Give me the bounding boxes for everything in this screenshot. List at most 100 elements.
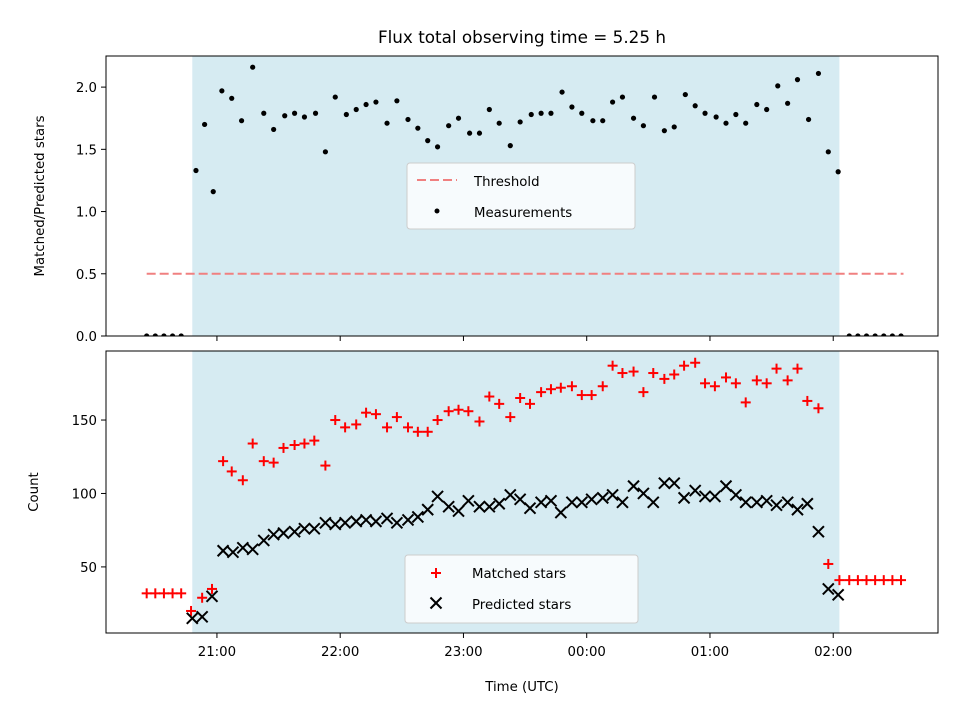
top-legend: Threshold Measurements [406, 162, 636, 230]
matched-star-point [761, 378, 772, 389]
legend-measurements-swatch [434, 208, 440, 214]
measurement-point [238, 118, 245, 124]
matched-star-point [309, 435, 320, 446]
measurement-point [332, 94, 338, 100]
predicted-star-point [298, 522, 311, 535]
measurement-point [467, 130, 473, 136]
matched-star-point [141, 588, 152, 599]
matched-star-point [422, 426, 433, 437]
measurement-point [405, 116, 411, 123]
predicted-star-point [442, 500, 455, 513]
bottom-ytick-label: 100 [72, 487, 97, 502]
measurement-point [815, 70, 822, 77]
predicted-star-point [195, 610, 209, 624]
measurement-point [775, 83, 781, 89]
matched-star-point [536, 387, 547, 398]
measurement-point [363, 101, 369, 108]
measurement-point [538, 110, 544, 116]
matched-star-point [443, 406, 454, 417]
matched-star-point [852, 575, 863, 586]
matched-star-point [709, 381, 720, 392]
predicted-star-point [523, 501, 537, 515]
matched-star-point [720, 372, 731, 383]
matched-star-point [289, 440, 300, 450]
top-legend-box [406, 162, 636, 230]
measurement-point [692, 103, 698, 109]
predicted-star-point [288, 525, 301, 538]
x-tick-label: 01:00 [691, 645, 729, 660]
measurement-point [764, 106, 770, 113]
predicted-star-point [616, 496, 629, 509]
matched-star-point [361, 407, 372, 418]
matched-star-point [555, 382, 566, 393]
top-ytick-label: 0.5 [76, 268, 97, 283]
predicted-star-point [246, 543, 259, 556]
measurement-point [271, 126, 277, 133]
matched-star-point [320, 460, 331, 471]
matched-star-point [679, 360, 690, 371]
x-tick-label: 22:00 [321, 645, 359, 660]
x-axis-label: Time (UTC) [484, 680, 559, 695]
matched-star-point [247, 438, 258, 449]
matched-star-point [197, 592, 208, 603]
predicted-star-point [719, 479, 733, 493]
measurement-point [343, 111, 349, 118]
measurement-point [651, 94, 658, 100]
legend-threshold-label: Threshold [473, 175, 540, 190]
bottom-ytick-label: 150 [72, 414, 97, 429]
measurement-point [528, 111, 534, 118]
measurement-point [152, 333, 158, 336]
predicted-star-point [698, 490, 712, 503]
predicted-star-point [513, 493, 527, 506]
matched-star-point [751, 375, 762, 386]
predicted-star-point [226, 546, 240, 559]
measurement-point [425, 138, 431, 144]
measurement-point [261, 110, 267, 116]
matched-star-point [576, 390, 587, 401]
matched-star-point [802, 395, 813, 406]
measurement-point [507, 143, 513, 149]
measurement-point [193, 167, 199, 174]
predicted-star-point [637, 487, 650, 500]
legend-predicted-swatch [429, 596, 443, 610]
predicted-star-point [338, 516, 352, 530]
matched-star-point [258, 456, 269, 467]
matched-star-point [659, 373, 670, 384]
predicted-star-point [801, 497, 814, 510]
matched-star-point [412, 426, 423, 437]
predicted-star-point [831, 588, 845, 602]
x-tick-label: 23:00 [444, 645, 482, 660]
predicted-star-point [575, 496, 588, 509]
matched-star-point [844, 575, 855, 586]
measurement-point [785, 100, 791, 106]
predicted-star-point [329, 518, 342, 531]
predicted-star-point [236, 541, 250, 555]
predicted-star-point [596, 491, 609, 505]
predicted-star-point [668, 476, 681, 490]
predicted-star-point [267, 528, 280, 541]
matched-star-point [771, 363, 782, 374]
measurement-point [322, 149, 329, 155]
measurement-point [548, 110, 554, 116]
matched-star-point [525, 398, 536, 409]
measurement-point [202, 121, 208, 128]
predicted-star-point [554, 506, 568, 519]
bottom-ytick-label: 50 [80, 561, 97, 576]
top-ytick-label: 2.0 [76, 81, 97, 96]
predicted-star-point [658, 476, 671, 490]
measurement-point [219, 88, 225, 94]
matched-star-point [382, 422, 393, 433]
matched-star-point [823, 558, 834, 569]
measurement-point [455, 115, 462, 121]
predicted-star-point [277, 526, 290, 540]
matched-star-point [515, 393, 526, 403]
measurement-point [476, 130, 483, 136]
top-y-axis-label: Matched/Predicted stars [33, 115, 48, 276]
top-panel: 0.00.51.01.52.0 Matched/Predicted stars … [33, 55, 939, 345]
predicted-star-point [822, 582, 835, 596]
matched-star-point [330, 415, 341, 426]
measurement-point [805, 116, 812, 123]
predicted-star-point [739, 496, 752, 509]
matched-star-point [586, 390, 597, 401]
